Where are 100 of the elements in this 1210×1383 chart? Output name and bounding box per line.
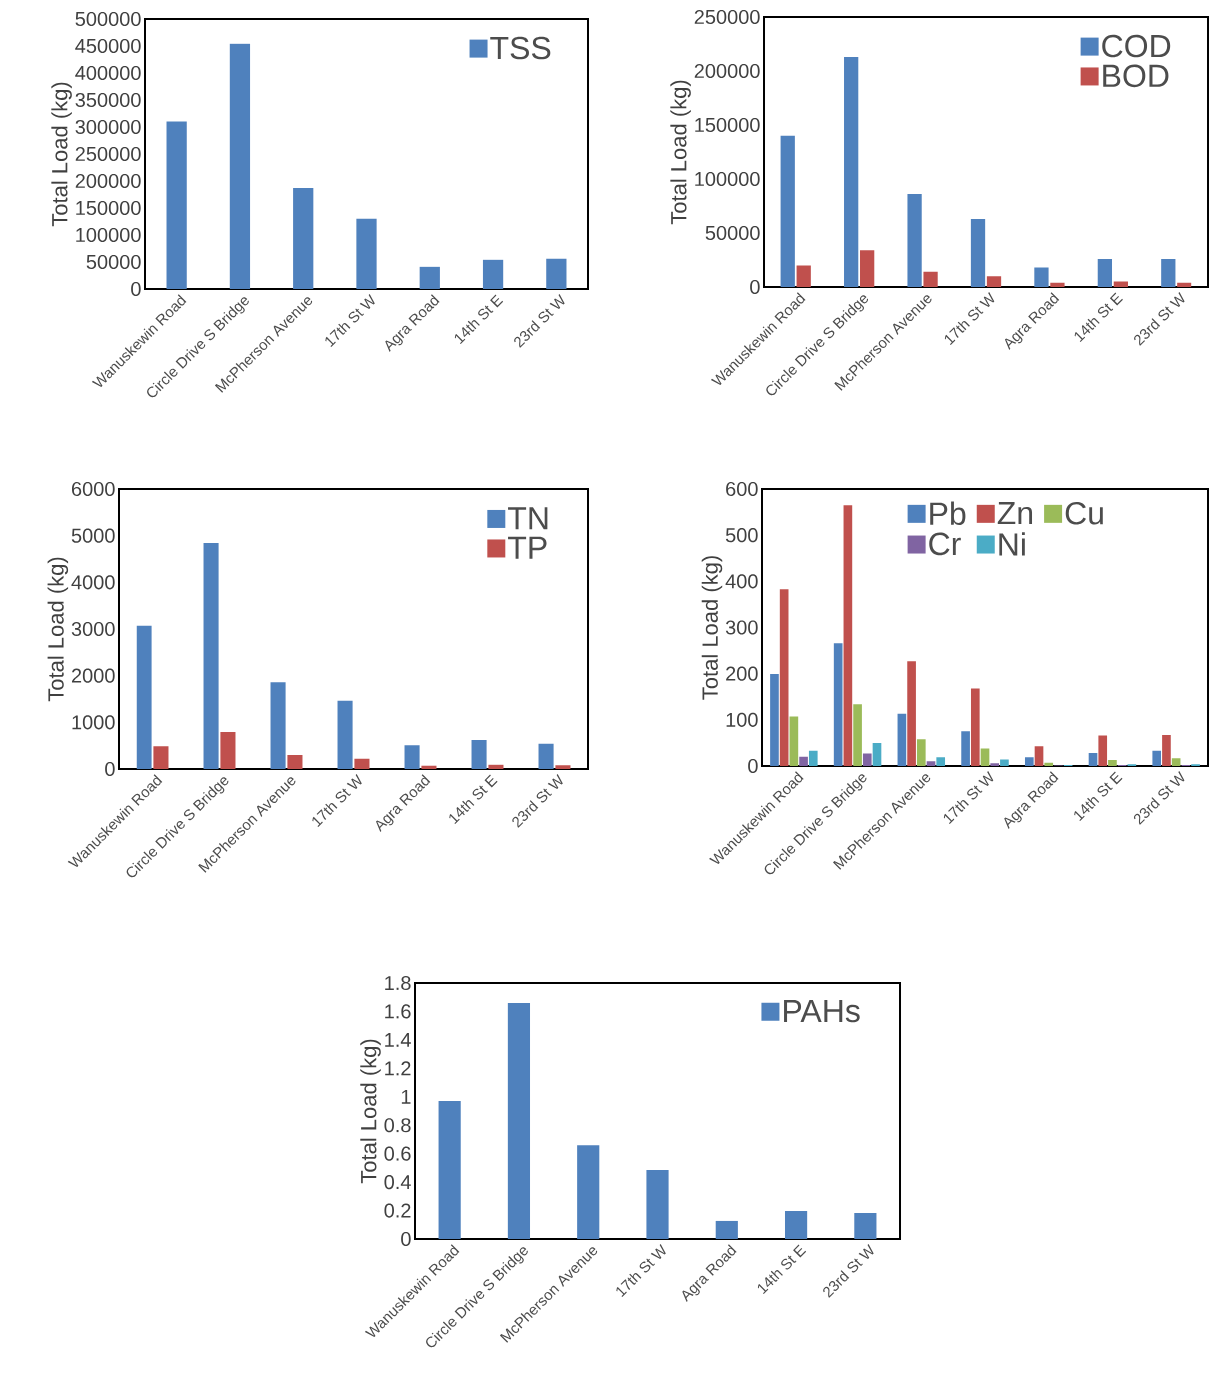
bar <box>166 121 187 289</box>
y-tick-label: 250000 <box>75 146 141 162</box>
bar <box>356 218 377 289</box>
y-tick-label: 50000 <box>705 225 760 241</box>
y-tick-label: 100 <box>726 712 758 727</box>
bar <box>404 745 420 769</box>
bar <box>293 188 314 289</box>
legend-label: Zn <box>997 502 1033 525</box>
y-tick-label: 150000 <box>695 117 760 133</box>
bar <box>438 1101 461 1239</box>
bar <box>1113 281 1128 287</box>
y-tick-label: 50000 <box>86 254 141 270</box>
legend-label: Cr <box>929 532 961 556</box>
y-tick-label: 0 <box>105 761 115 777</box>
bar <box>770 674 779 766</box>
bar <box>1097 258 1113 287</box>
x-tick-label: 14th St E <box>757 1244 807 1295</box>
legend-label: TSS <box>490 36 551 60</box>
bar <box>229 43 251 289</box>
legend-label: TN <box>508 507 548 530</box>
bar <box>789 716 799 766</box>
y-tick-label: 400 <box>725 574 758 589</box>
x-tick-label: 17th St W <box>944 291 995 345</box>
bar <box>833 643 843 766</box>
bar <box>779 589 789 766</box>
y-tick-label: 350000 <box>75 92 141 108</box>
y-tick-label: 0.2 <box>384 1203 411 1218</box>
x-tick-label: 14th St E <box>454 294 504 345</box>
bar <box>1050 282 1065 287</box>
x-tick-label: 17th St W <box>616 1243 666 1297</box>
bar <box>923 271 938 287</box>
y-tick-label: 0 <box>131 281 141 297</box>
bar <box>843 505 853 766</box>
bar <box>872 742 882 766</box>
x-tick-label: 14th St E <box>1074 292 1123 343</box>
bar <box>808 750 818 766</box>
bar <box>1024 757 1034 766</box>
y-tick-label: 3000 <box>71 621 115 637</box>
legend-label: PAHs <box>784 1000 860 1023</box>
bar <box>337 700 353 769</box>
bar <box>1034 746 1044 766</box>
bar <box>220 732 236 769</box>
bar <box>1108 759 1117 766</box>
bar <box>780 135 795 287</box>
legend-label: TP <box>508 536 547 559</box>
bar <box>153 746 169 769</box>
bar <box>482 259 504 289</box>
y-tick-label: 450000 <box>75 38 141 54</box>
bar <box>421 765 437 769</box>
bar <box>799 756 808 766</box>
bar <box>1044 762 1054 766</box>
y-tick-label: 0.6 <box>384 1146 411 1161</box>
y-tick-label: 0.4 <box>384 1175 411 1190</box>
bar <box>860 250 875 287</box>
bar <box>926 761 936 766</box>
bar <box>916 739 926 766</box>
bar <box>555 765 571 769</box>
bar <box>1162 735 1171 766</box>
legend-label: Ni <box>999 532 1025 556</box>
y-tick-label: 1 <box>401 1089 411 1104</box>
bar <box>970 218 986 287</box>
y-tick-label: 0.8 <box>384 1118 411 1133</box>
bar <box>270 682 286 769</box>
y-tick-label: 4000 <box>71 575 115 590</box>
bar <box>844 56 859 287</box>
bar <box>488 764 504 769</box>
bar <box>907 661 916 766</box>
y-tick-label: 400000 <box>75 65 141 81</box>
y-tick-label: 1.2 <box>385 1061 411 1076</box>
y-tick-label: 1.6 <box>385 1004 411 1019</box>
bar <box>715 1220 738 1239</box>
y-axis-title: Total Load (kg) <box>701 556 723 700</box>
y-tick-label: 0 <box>750 279 760 295</box>
bar <box>354 758 370 769</box>
legend-label: BOD <box>1103 64 1169 88</box>
bar <box>136 625 152 769</box>
y-tick-label: 1.8 <box>385 975 411 991</box>
bar <box>419 266 440 289</box>
x-tick-label: 17th St W <box>312 773 362 827</box>
bar <box>986 276 1002 287</box>
y-tick-label: 300000 <box>75 119 141 135</box>
y-tick-label: 0 <box>401 1231 411 1247</box>
bar <box>287 754 303 769</box>
bar <box>936 757 946 766</box>
y-axis-title: Total Load (kg) <box>670 80 691 225</box>
legend-label: COD <box>1102 34 1171 58</box>
bar <box>507 1002 531 1239</box>
y-axis-title: Total Load (kg) <box>47 557 69 702</box>
bar <box>577 1145 600 1239</box>
y-tick-label: 2000 <box>71 668 115 683</box>
bar <box>853 704 862 766</box>
bar <box>862 753 872 766</box>
y-tick-label: 600 <box>726 481 758 497</box>
bar <box>980 748 990 766</box>
bar <box>546 258 567 289</box>
bar <box>990 763 1000 766</box>
bar <box>1098 735 1108 766</box>
y-tick-label: 6000 <box>71 481 115 497</box>
legend-label: Pb <box>930 501 966 526</box>
x-tick-label: 17th St W <box>943 770 994 824</box>
